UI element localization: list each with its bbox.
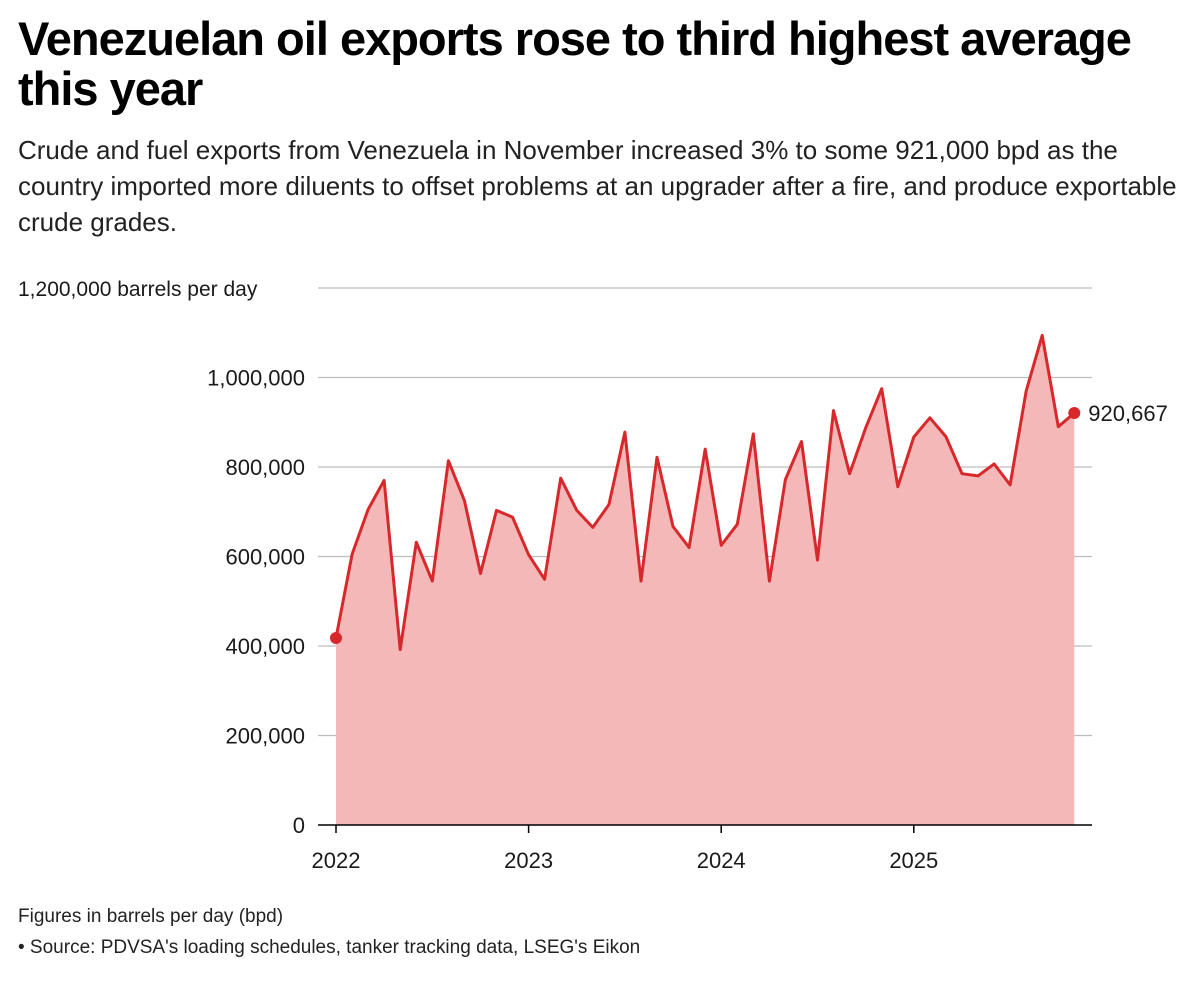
x-tick-label: 2024 bbox=[697, 848, 746, 873]
y-tick-label: 400,000 bbox=[225, 634, 305, 659]
end-value-label: 920,667 bbox=[1088, 401, 1168, 426]
y-tick-label: 800,000 bbox=[225, 455, 305, 480]
chart-title: Venezuelan oil exports rose to third hig… bbox=[18, 12, 1132, 115]
series-line-group bbox=[334, 333, 1076, 652]
x-axis bbox=[318, 824, 1092, 833]
y-tick-label: 1,000,000 bbox=[207, 366, 305, 391]
y-tick-label: 0 bbox=[293, 813, 305, 838]
x-tick-label: 2023 bbox=[504, 848, 553, 873]
y-tick-label: 1,200,000 barrels per day bbox=[18, 278, 258, 301]
y-tick-label: 600,000 bbox=[225, 545, 305, 570]
area-fill-group bbox=[336, 335, 1075, 825]
x-tick-label: 2022 bbox=[312, 848, 361, 873]
series-line bbox=[334, 333, 1076, 652]
x-tick-labels: 2022 2023 2024 2025 bbox=[312, 848, 939, 873]
source-note: • Source: PDVSA's loading schedules, tan… bbox=[18, 937, 641, 958]
y-tick-label: 200,000 bbox=[225, 724, 305, 749]
y-tick-labels: 0 200,000 400,000 600,000 800,000 1,000,000 1,… bbox=[18, 278, 305, 838]
start-point-marker bbox=[330, 631, 342, 644]
area-fill bbox=[336, 335, 1075, 825]
area-chart: 0 200,000 400,000 600,000 800,000 1,000,000 1,… bbox=[18, 278, 1168, 873]
chart-subtitle: Crude and fuel exports from Venezuela in… bbox=[18, 135, 1177, 237]
endpoint-markers: 920,667 bbox=[330, 401, 1168, 644]
units-note: Figures in barrels per day (bpd) bbox=[18, 906, 284, 927]
end-point-marker bbox=[1068, 407, 1081, 420]
x-tick-label: 2025 bbox=[889, 848, 938, 873]
